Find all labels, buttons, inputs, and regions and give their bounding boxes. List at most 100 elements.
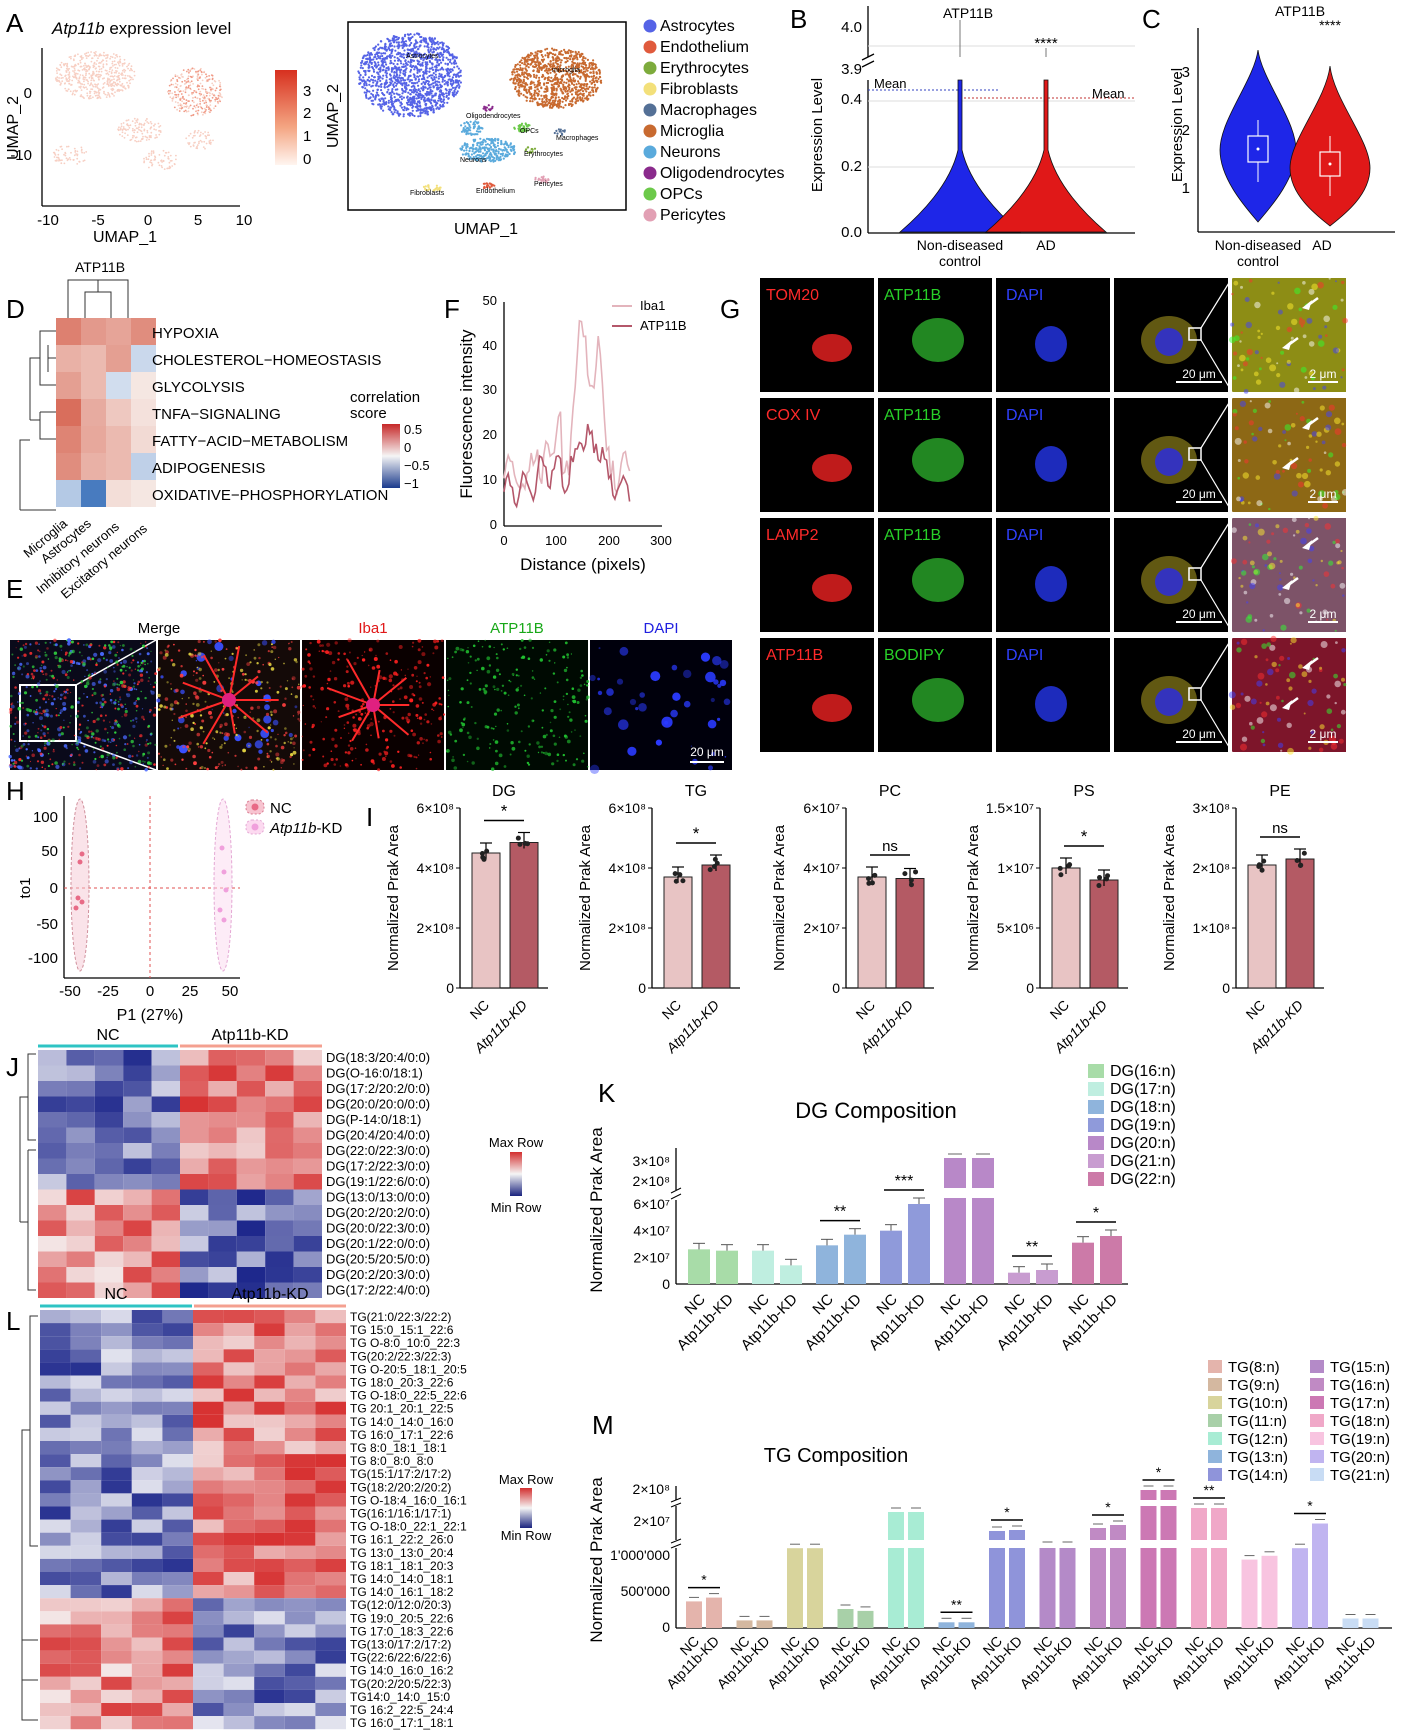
heatmap-d-cell	[56, 372, 81, 399]
expression-dot	[205, 101, 208, 104]
umap-dot	[428, 59, 431, 63]
expression-dot	[152, 152, 155, 154]
umap-dot	[560, 105, 563, 108]
umap-dot	[435, 64, 438, 67]
expression-dot	[111, 89, 114, 92]
expression-dot	[208, 78, 210, 81]
micro-speck	[34, 734, 38, 738]
micro-speck	[89, 658, 92, 661]
expression-dot	[113, 85, 116, 87]
expression-dot	[73, 55, 76, 58]
micro-speck	[249, 711, 251, 713]
umap-dot	[404, 79, 407, 82]
expression-dot	[208, 134, 211, 137]
expression-dot	[171, 92, 174, 95]
micro-speck	[39, 680, 41, 682]
umap-dot	[564, 86, 567, 89]
micro-speck	[196, 655, 199, 657]
micro-speck	[119, 680, 124, 685]
panel-a-title-rest: expression level	[105, 19, 232, 38]
micro-speck	[116, 677, 119, 680]
umap-dot	[427, 80, 430, 83]
expression-dot	[90, 74, 93, 77]
expression-dot	[127, 84, 130, 87]
micro-speck	[112, 763, 115, 766]
micro-speck	[103, 646, 107, 650]
expression-dot	[206, 134, 209, 137]
micro-speck	[266, 681, 269, 684]
expression-dot	[76, 163, 79, 165]
umap-dot	[380, 105, 383, 108]
micro-speck	[177, 649, 181, 652]
micro-speck	[413, 666, 418, 670]
micro-speck	[368, 647, 373, 652]
micro-speck	[429, 757, 433, 761]
umap-dot	[426, 76, 429, 79]
micro-speck	[13, 765, 17, 768]
umap-dot	[388, 73, 392, 76]
umap-dot	[380, 85, 383, 88]
micro-speck	[328, 651, 333, 656]
umap-dot	[447, 47, 451, 50]
umap-dot	[442, 100, 445, 103]
umap-dot	[419, 114, 422, 118]
expression-dot	[158, 154, 161, 156]
micro-speck	[14, 686, 17, 689]
expression-dot	[69, 158, 72, 161]
umap-dot	[545, 104, 549, 107]
feature-ytick: 0	[24, 85, 32, 102]
micro-speck	[401, 716, 405, 720]
micro-speck	[413, 755, 416, 759]
micro-speck	[78, 651, 81, 654]
expression-dot	[155, 129, 157, 131]
expression-dot	[150, 159, 152, 162]
micro-speck	[124, 743, 127, 746]
micro-speck	[100, 652, 104, 656]
expression-dot	[96, 94, 98, 97]
expression-dot	[72, 92, 74, 95]
micro-speck	[67, 670, 70, 672]
micro-speck	[56, 679, 58, 681]
micro-speck	[173, 739, 176, 742]
micro-speck	[218, 763, 221, 766]
umap-dot	[551, 56, 554, 59]
umap-dot	[358, 82, 361, 85]
micro-speck	[92, 737, 95, 739]
umap-dot	[582, 67, 585, 70]
micro-speck	[213, 681, 216, 683]
umap-dot	[526, 96, 529, 99]
umap-dot	[591, 81, 594, 85]
umap-dot	[420, 68, 423, 71]
umap-dot	[538, 61, 541, 64]
umap-dot	[391, 90, 394, 93]
umap-dot	[562, 85, 565, 88]
expression-dot	[153, 159, 156, 161]
expression-dot	[100, 60, 103, 63]
micro-speck	[274, 738, 277, 741]
micro-speck	[269, 759, 272, 762]
expression-dot	[130, 65, 133, 68]
umap-dot	[454, 60, 457, 63]
panel-letter-e: E	[6, 574, 23, 604]
expression-dot	[138, 128, 140, 131]
expression-dot	[217, 97, 220, 99]
micro-speck	[60, 709, 64, 713]
micro-speck	[190, 727, 194, 731]
expression-dot	[193, 105, 196, 107]
micro-speck	[241, 672, 245, 676]
micro-speck	[66, 676, 70, 679]
micro-speck	[154, 681, 157, 684]
micro-speck	[41, 712, 43, 715]
umap-dot	[453, 62, 456, 65]
umap-dot	[586, 95, 589, 98]
umap-legend-label: Pericytes	[660, 207, 726, 224]
umap-dot	[499, 153, 502, 156]
feature-colorbar	[275, 70, 297, 165]
micro-speck	[150, 660, 153, 663]
umap-dot	[378, 98, 381, 101]
micro-speck	[95, 662, 98, 664]
umap-dot	[551, 96, 555, 99]
umap-dot	[430, 83, 433, 86]
expression-dot	[105, 63, 108, 66]
micro-speck	[288, 642, 290, 644]
